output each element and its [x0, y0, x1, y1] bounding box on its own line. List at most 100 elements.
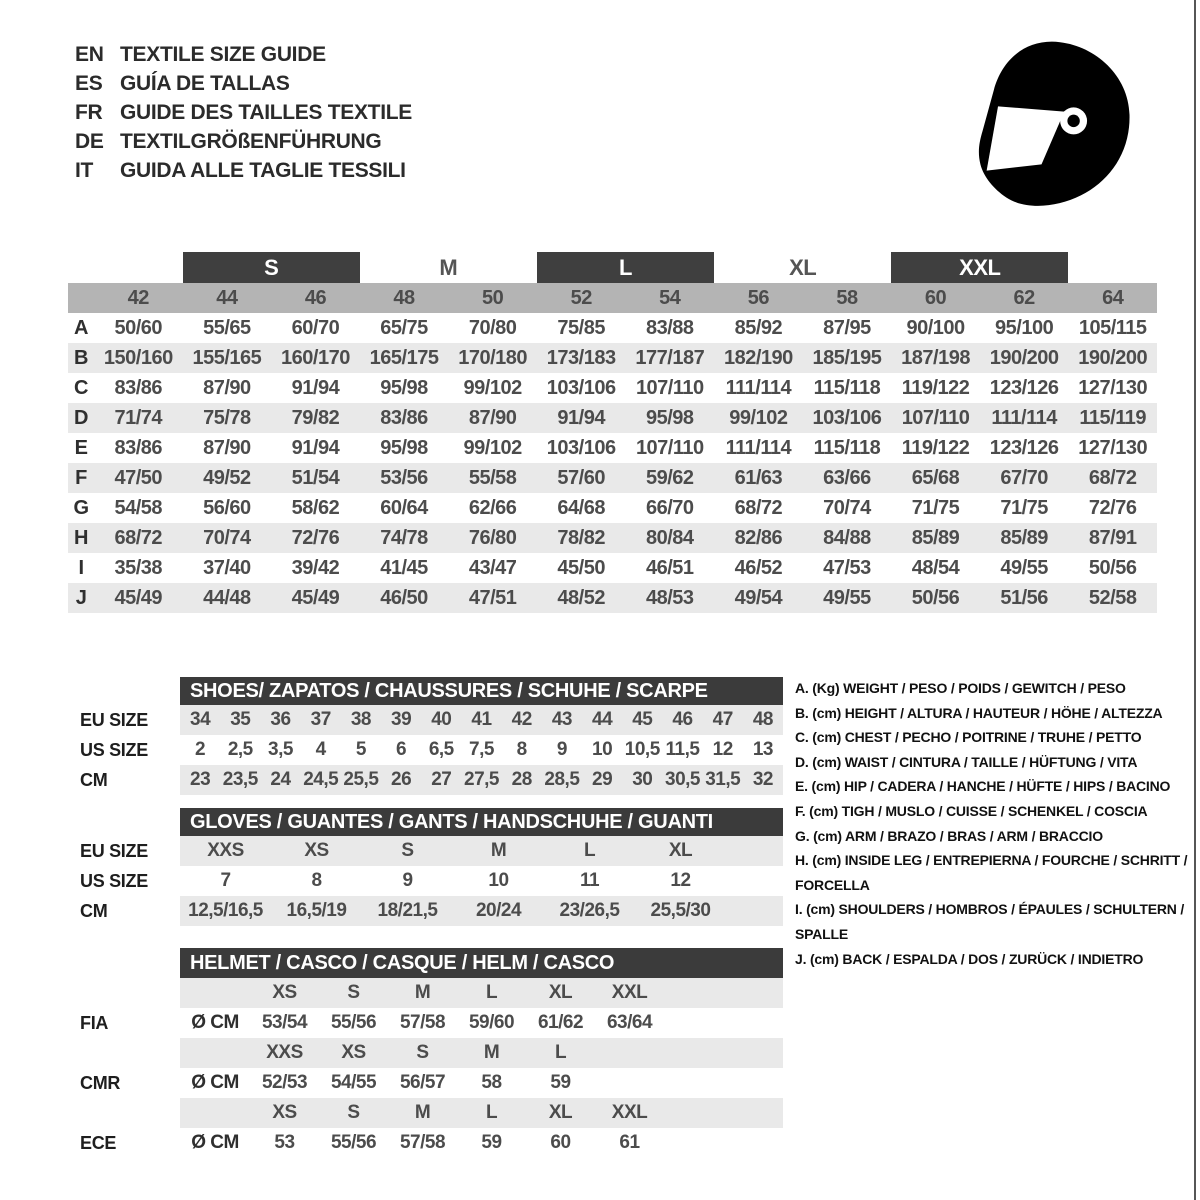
glove-cm-size: 25,5/30: [650, 900, 711, 921]
helmet-cm-value: 57/58: [399, 1132, 446, 1153]
size-group-header: S M L XL XXL: [68, 252, 1157, 283]
size-group-xxl: XXL: [891, 252, 1069, 283]
helmet-title: HELMET / CASCO / CASQUE / HELM / CASCO: [190, 951, 615, 974]
numeric-size: 60: [924, 286, 947, 309]
lang-code: EN: [75, 43, 104, 66]
lang-code: DE: [75, 130, 104, 153]
helmet-size: L: [485, 982, 498, 1003]
row-label: J: [75, 586, 87, 609]
measure-value: 55/65: [203, 316, 251, 339]
measure-value: 170/180: [458, 346, 528, 369]
shoe-eu-size: 48: [752, 709, 774, 730]
shoe-us-size: 12: [712, 739, 734, 760]
measure-value: 185/195: [812, 346, 882, 369]
shoe-cm-size: 27,5: [464, 769, 499, 790]
row-label: B: [74, 346, 88, 369]
helmet-cm-value: 59: [550, 1072, 571, 1093]
measure-value: 119/122: [901, 436, 970, 459]
row-label: A: [74, 316, 88, 339]
glove-cm-size: 23/26,5: [559, 900, 620, 921]
measure-value: 55/58: [468, 466, 517, 489]
measure-value: 165/175: [369, 346, 439, 369]
measure-value: 91/94: [291, 436, 340, 459]
measure-value: 51/54: [291, 466, 340, 489]
shoe-cm-size: 26: [391, 769, 412, 790]
shoe-cm-size: 24,5: [303, 769, 339, 790]
shoes-table: SHOES/ ZAPATOS / CHAUSSURES / SCHUHE / S…: [80, 677, 783, 795]
row-label: E: [74, 436, 88, 459]
lang-code: ES: [75, 72, 103, 95]
measure-value: 79/82: [291, 406, 340, 429]
glove-us-size: 7: [220, 870, 231, 891]
measure-value: 99/102: [729, 406, 788, 429]
measure-value: 85/92: [734, 316, 783, 339]
measure-value: 83/86: [114, 436, 163, 459]
measure-value: 91/94: [291, 376, 340, 399]
measure-value: 48/52: [557, 586, 605, 609]
shoe-cm-size: 29: [592, 769, 613, 790]
measure-value: 182/190: [723, 346, 793, 369]
numeric-size: 42: [127, 286, 150, 309]
measure-value: 87/90: [468, 406, 517, 429]
shoes-us-row: US SIZE 2 2,5 3,5 4 5 6 6,5 7,5 8 9 10 10,5 11,5 12 13: [80, 735, 783, 765]
lang-code: IT: [75, 159, 94, 182]
shoe-us-size: 11,5: [665, 739, 700, 760]
helmet-size: M: [414, 1102, 431, 1123]
lang-title: GUIDE DES TAILLES TEXTILE: [120, 101, 412, 124]
measure-value: 75/78: [203, 406, 251, 429]
shoe-eu-size: 47: [712, 709, 734, 730]
diameter-unit: Ø CM: [191, 1072, 239, 1093]
helmet-table: HELMET / CASCO / CASQUE / HELM / CASCO X…: [80, 948, 783, 1158]
measure-value: 46/50: [380, 586, 428, 609]
helmet-size: XS: [272, 982, 297, 1003]
shoe-cm-size: 32: [752, 769, 774, 790]
gloves-eu-row: EU SIZE XXS XS S M L XL: [80, 836, 783, 866]
measure-value: 83/88: [646, 316, 694, 339]
shoe-us-size: 7,5: [469, 739, 494, 760]
glove-us-size: 12: [670, 870, 691, 891]
shoe-us-size: 6,5: [428, 739, 454, 760]
measure-value: 47/53: [823, 556, 871, 579]
helmet-cm-value: 57/58: [399, 1012, 446, 1033]
helmet-size: S: [347, 982, 360, 1003]
lang-row-en: EN TEXTILE SIZE GUIDE: [75, 40, 412, 69]
helmet-ece-sizes-row: XS S M L XL XXL: [180, 1098, 783, 1128]
measure-value: 45/49: [291, 586, 340, 609]
measure-value: 85/89: [1000, 526, 1048, 549]
measure-value: 45/50: [557, 556, 605, 579]
numeric-size: 54: [659, 286, 681, 309]
measure-value: 111/114: [725, 436, 792, 459]
helmet-cm-value: 60: [550, 1132, 571, 1153]
helmet-size: XXL: [611, 982, 648, 1003]
size-group-l: L: [536, 252, 715, 283]
shoes-us-label: US SIZE: [80, 739, 148, 760]
measure-value: 95/98: [646, 406, 694, 429]
shoe-cm-size: 23: [190, 769, 211, 790]
measure-value: 54/58: [114, 496, 163, 519]
row-label: I: [78, 556, 84, 579]
measure-value: 84/88: [823, 526, 871, 549]
measure-value: 95/98: [380, 436, 428, 459]
measure-value: 48/54: [911, 556, 960, 579]
measure-value: 187/198: [901, 346, 970, 369]
lang-title: TEXTILE SIZE GUIDE: [120, 43, 326, 66]
shoe-eu-size: 39: [391, 709, 412, 730]
numeric-size: 50: [481, 286, 504, 309]
measure-value: 75/85: [557, 316, 605, 339]
lang-title: GUIDA ALLE TAGLIE TESSILI: [120, 159, 406, 182]
helmet-cm-value: 61: [619, 1132, 640, 1153]
measure-value: 70/74: [203, 526, 251, 549]
helmet-cmr-sizes-row: XXS XS S M L: [180, 1038, 783, 1068]
numeric-size: 52: [570, 286, 593, 309]
clothing-row-h: H 68/72 70/74 72/76 74/78 76/80 78/82 80/84 82/…: [68, 523, 1157, 553]
numeric-size: 56: [747, 286, 770, 309]
shoe-us-size: 6: [396, 739, 407, 760]
gloves-cm-row: CM 12,5/16,5 16,5/19 18/21,5 20/24 23/26,5 25…: [80, 896, 783, 926]
numeric-size: 44: [216, 286, 238, 309]
shoe-eu-size: 34: [190, 709, 211, 730]
helmet-cmr-values-row: CMR Ø CM 52/53 54/55 56/57 58 59: [80, 1068, 783, 1098]
measure-value: 82/86: [734, 526, 783, 549]
glove-us-size: 10: [488, 870, 509, 891]
clothing-row-b: B 150/160 155/165 160/170 165/175 170/180 173…: [68, 343, 1157, 373]
gloves-cm-label: CM: [80, 900, 108, 921]
